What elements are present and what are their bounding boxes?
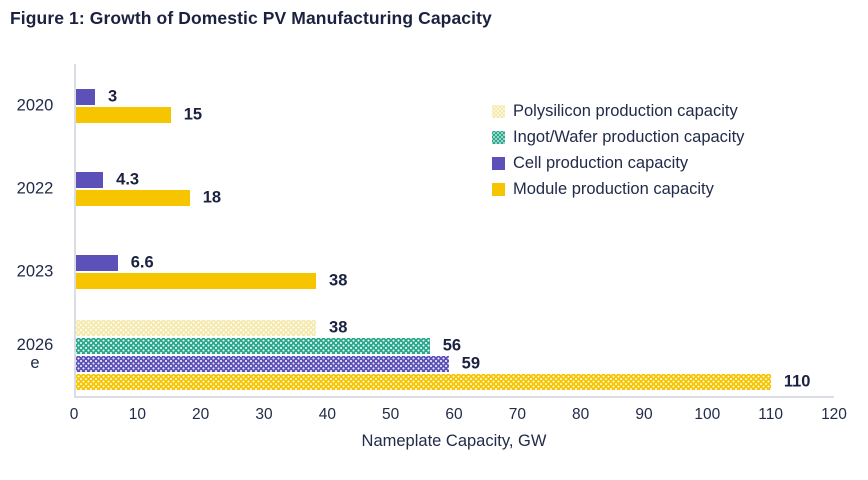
- bar-value-label: 110: [783, 372, 811, 390]
- bar: [76, 189, 190, 206]
- bar: [76, 254, 118, 271]
- x-axis-label: Nameplate Capacity, GW: [361, 432, 547, 450]
- bar-row: 38: [76, 318, 834, 336]
- x-axis-tick: 20: [192, 406, 210, 423]
- legend-swatch-icon: [492, 156, 505, 170]
- legend-item: Cell production capacity: [492, 152, 744, 174]
- bar-value-label: 15: [183, 105, 203, 123]
- x-axis-tick: 30: [255, 406, 273, 423]
- x-axis-tick: 110: [758, 406, 784, 423]
- bar: [76, 319, 317, 336]
- bar-row: 56: [76, 336, 834, 354]
- bar: [76, 171, 104, 188]
- category-band: 2020 3 15: [17, 64, 834, 147]
- bar-row: 59: [76, 354, 834, 372]
- x-axis-tick: 100: [694, 406, 721, 423]
- category-band: 2026 e 38 56 59 110: [17, 313, 834, 396]
- x-axis-tick: 90: [635, 406, 653, 423]
- bar: [76, 106, 171, 123]
- bar-value-label: 56: [442, 336, 462, 354]
- legend-label: Cell production capacity: [513, 154, 689, 172]
- x-axis-tick: 120: [821, 406, 847, 423]
- bar-value-label: 18: [202, 188, 222, 206]
- x-axis-tick: 50: [382, 406, 400, 423]
- bar-row: 4.3: [76, 170, 834, 188]
- x-axis-tick: 0: [69, 406, 79, 423]
- x-axis-tick: 10: [128, 406, 146, 423]
- legend-item: Module production capacity: [492, 178, 744, 200]
- category-band: 2023 6.6 38: [17, 230, 834, 313]
- category-label: 2026 e: [16, 335, 54, 373]
- bar-value-label: 59: [461, 354, 481, 372]
- bar-row: 3: [76, 87, 834, 105]
- bar: [76, 272, 317, 289]
- x-axis-ticks: 0 10 20 30 40 50 60 70 80 90 100 110 120: [70, 406, 847, 424]
- bar: [76, 337, 430, 354]
- legend-label: Module production capacity: [513, 180, 714, 198]
- bar-value-label: 3: [107, 87, 118, 105]
- legend-item: Ingot/Wafer production capacity: [492, 126, 744, 148]
- bar: [76, 88, 95, 105]
- category-label: 2022: [16, 179, 54, 198]
- bar-row: 15: [76, 105, 834, 123]
- chart-title: Figure 1: Growth of Domestic PV Manufact…: [10, 8, 492, 28]
- legend-swatch-icon: [492, 182, 505, 196]
- bar: [76, 373, 771, 390]
- legend-label: Polysilicon production capacity: [513, 102, 738, 120]
- bar-row: 110: [76, 372, 834, 390]
- x-axis-tick: 40: [318, 406, 336, 423]
- bar-value-label: 4.3: [116, 170, 140, 188]
- legend-swatch-icon: [492, 130, 505, 144]
- bar-row: 18: [76, 188, 834, 206]
- bar: [76, 355, 449, 372]
- category-label: 2023: [16, 262, 54, 281]
- x-axis-tick: 80: [572, 406, 590, 423]
- bar-row: 6.6: [76, 253, 834, 271]
- legend-item: Polysilicon production capacity: [492, 100, 744, 122]
- bar-row: 38: [76, 271, 834, 289]
- plot-area: 2020 3 15 2022 4.3 18 2023 6.6 38 2026 e 38 56 59 110: [17, 64, 834, 398]
- category-band: 2022 4.3 18: [17, 147, 834, 230]
- legend-swatch-icon: [492, 104, 505, 118]
- bar-value-label: 6.6: [130, 253, 154, 271]
- legend-label: Ingot/Wafer production capacity: [513, 128, 745, 146]
- bar-value-label: 38: [329, 318, 348, 336]
- x-axis-tick: 60: [445, 406, 463, 423]
- legend: Polysilicon production capacity Ingot/Waf…: [492, 100, 744, 200]
- category-label: 2020: [16, 96, 54, 115]
- bar-value-label: 38: [329, 271, 348, 289]
- x-axis-tick: 70: [508, 406, 526, 423]
